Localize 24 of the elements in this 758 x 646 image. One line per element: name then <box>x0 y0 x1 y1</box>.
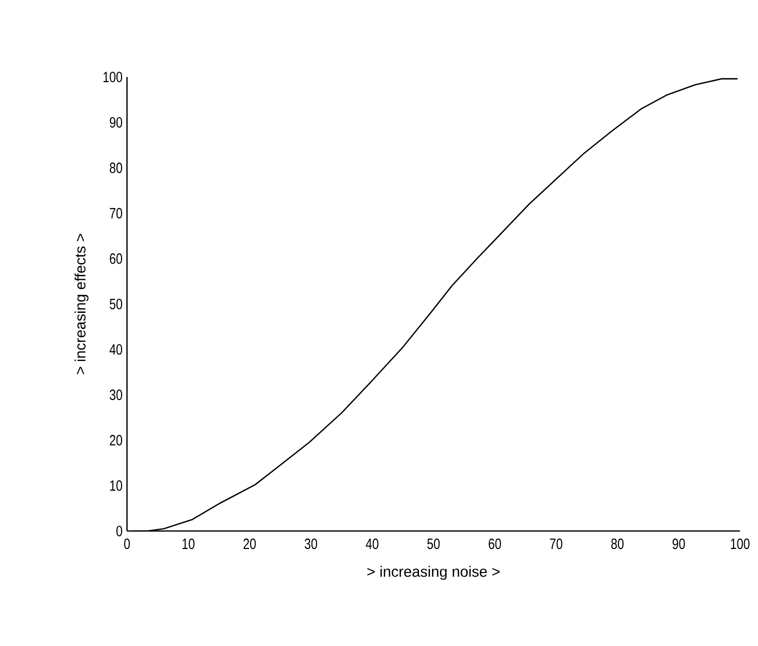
y-tick-label: 10 <box>110 480 122 491</box>
x-tick-label: 0 <box>124 538 130 550</box>
y-tick-label: 100 <box>104 72 122 82</box>
x-tick-label: 10 <box>182 538 194 550</box>
x-tick-label: 70 <box>550 538 562 550</box>
x-tick-label: 90 <box>672 538 685 550</box>
x-axis-title: > increasing noise > <box>367 566 500 580</box>
y-tick-label: 50 <box>110 298 122 310</box>
y-tick-label: 80 <box>110 162 122 174</box>
x-tick-label: 30 <box>304 538 318 550</box>
y-tick-label: 20 <box>110 434 122 446</box>
x-tick-label: 80 <box>611 538 624 550</box>
y-tick-label: 60 <box>110 253 122 264</box>
x-tick-label: 60 <box>488 538 501 550</box>
y-tick-label: 90 <box>110 117 122 128</box>
y-tick-label: 0 <box>116 526 122 536</box>
x-tick-label: 40 <box>366 538 378 550</box>
x-tick-label: 50 <box>427 538 440 550</box>
x-tick-label: 20 <box>244 538 256 550</box>
y-tick-label: 30 <box>110 390 122 400</box>
y-tick-label: 40 <box>110 344 122 355</box>
y-axis-title: > increasing effects > <box>74 234 88 374</box>
y-tick-label: 70 <box>110 208 122 218</box>
x-tick-label: 100 <box>730 538 750 550</box>
